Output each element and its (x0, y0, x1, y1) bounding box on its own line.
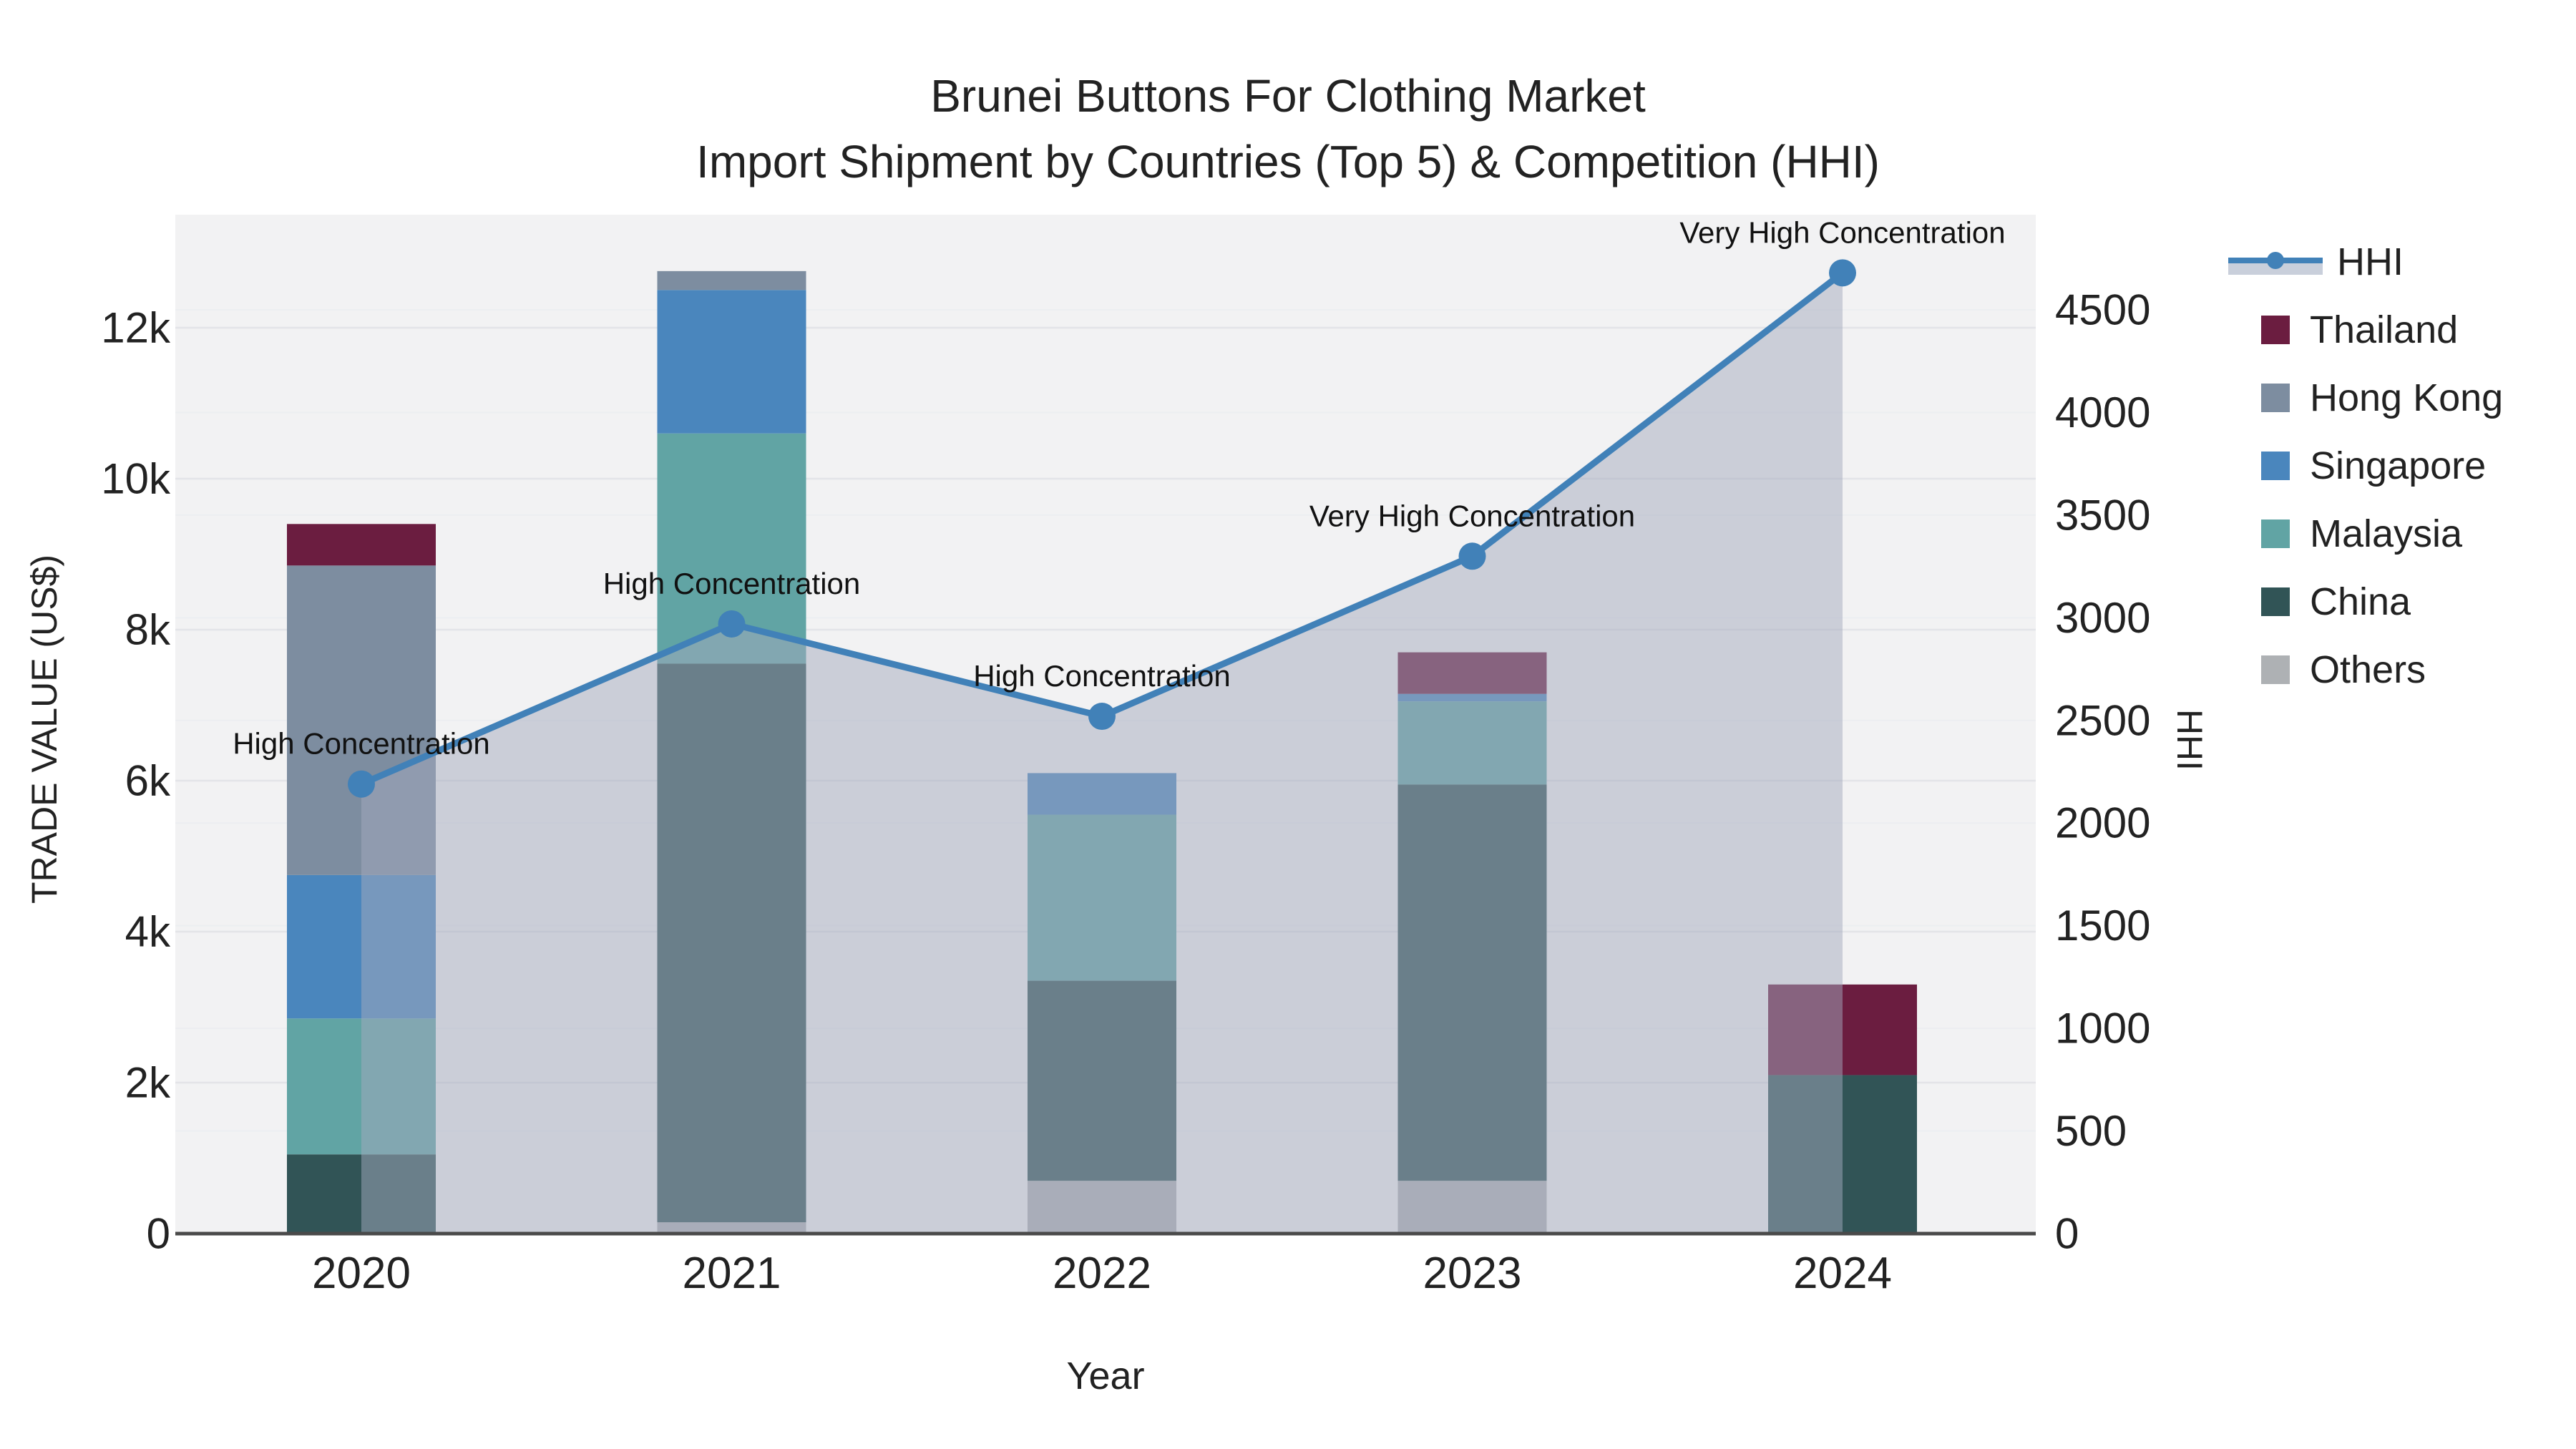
legend-label: Hong Kong (2310, 376, 2504, 419)
legend-item-malaysia[interactable]: Malaysia (2261, 499, 2503, 567)
hhi-area-fill (361, 273, 1843, 1234)
y-left-tick-label: 6k (125, 757, 171, 805)
legend-item-hhi[interactable]: HHI (2228, 228, 2503, 296)
x-tick-label-2021: 2021 (683, 1249, 781, 1298)
legend: HHI Thailand Hong Kong Singapore Malaysi… (2228, 228, 2503, 703)
legend-label: Others (2310, 648, 2426, 691)
hhi-point-2022[interactable] (1088, 703, 1116, 731)
hong-kong-swatch-icon (2261, 383, 2290, 412)
hhi-point-2021[interactable] (718, 610, 746, 638)
hhi-point-2020[interactable] (348, 770, 375, 798)
y-right-tick-label: 4500 (2055, 286, 2150, 334)
others-swatch-icon (2261, 655, 2290, 684)
legend-item-china[interactable]: China (2261, 567, 2503, 635)
chart-title-line2: Import Shipment by Countries (Top 5) & C… (696, 136, 1880, 187)
y-left-tick-label: 8k (125, 606, 171, 654)
thailand-swatch-icon (2261, 315, 2290, 344)
y-left-axis-title: TRADE VALUE (US$) (24, 554, 64, 904)
legend-label: HHI (2337, 240, 2404, 283)
y-right-tick-label: 1000 (2055, 1005, 2150, 1053)
x-tick-label-2022: 2022 (1053, 1249, 1151, 1298)
y-left-tick-label: 4k (125, 908, 171, 956)
annotation-2022: High Concentration (973, 659, 1231, 693)
y-left-tick-label: 12k (101, 304, 171, 352)
y-right-tick-label: 1500 (2055, 902, 2150, 950)
y-right-tick-label: 500 (2055, 1107, 2127, 1155)
y-right-tick-label: 3000 (2055, 594, 2150, 642)
malaysia-swatch-icon (2261, 519, 2290, 548)
y-right-tick-label: 4000 (2055, 389, 2150, 436)
hhi-point-2023[interactable] (1458, 542, 1486, 570)
singapore-swatch-icon (2261, 451, 2290, 480)
y-right-tick-label: 3500 (2055, 491, 2150, 539)
y-right-tick-label: 2000 (2055, 799, 2150, 847)
legend-item-singapore[interactable]: Singapore (2261, 431, 2503, 499)
chart-title-line1: Brunei Buttons For Clothing Market (930, 70, 1646, 122)
y-right-tick-label: 2500 (2055, 696, 2150, 744)
y-left-tick-label: 2k (125, 1059, 171, 1107)
annotation-2021: High Concentration (603, 567, 861, 600)
annotation-2024: Very High Concentration (1679, 215, 2005, 249)
legend-label: China (2310, 580, 2411, 623)
legend-item-hong-kong[interactable]: Hong Kong (2261, 364, 2503, 431)
x-tick-label-2023: 2023 (1423, 1249, 1522, 1298)
x-tick-label-2020: 2020 (312, 1249, 411, 1298)
annotation-2020: High Concentration (233, 727, 490, 761)
x-tick-label-2024: 2024 (1793, 1249, 1892, 1298)
x-axis-title: Year (1066, 1355, 1145, 1397)
legend-item-others[interactable]: Others (2261, 635, 2503, 703)
bar-segment-thailand-2020[interactable] (287, 524, 436, 566)
bar-segment-hong-kong-2021[interactable] (657, 270, 806, 291)
hhi-point-2024[interactable] (1829, 259, 1856, 287)
annotation-2023: Very High Concentration (1309, 499, 1635, 532)
legend-label: Malaysia (2310, 512, 2463, 555)
y-left-tick-label: 10k (101, 455, 171, 503)
legend-label: Thailand (2310, 308, 2459, 351)
bar-segment-singapore-2021[interactable] (657, 290, 806, 434)
hhi-line-swatch-icon (2228, 246, 2323, 278)
legend-label: Singapore (2310, 444, 2487, 487)
chart-title: Brunei Buttons For Clothing Market Impor… (0, 63, 2576, 195)
china-swatch-icon (2261, 587, 2290, 616)
y-right-tick-label: 0 (2055, 1210, 2079, 1258)
legend-item-thailand[interactable]: Thailand (2261, 296, 2503, 364)
y-left-tick-label: 0 (147, 1210, 170, 1258)
y-right-axis-title: HHI (2170, 708, 2210, 771)
